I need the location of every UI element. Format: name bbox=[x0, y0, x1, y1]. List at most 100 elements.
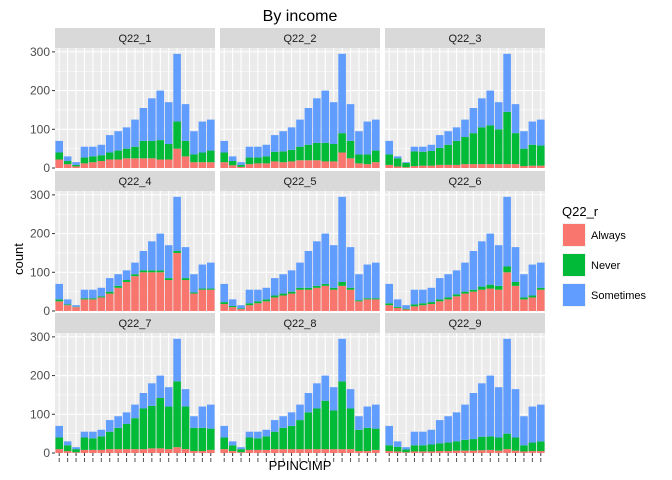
bar-never-q22-6-10 bbox=[461, 291, 469, 294]
bar-sometimes-q22-3-8 bbox=[444, 131, 452, 145]
bar-never-q22-9-3 bbox=[402, 449, 410, 453]
bar-sometimes-q22-1-18 bbox=[198, 121, 207, 153]
bar-sometimes-q22-9-16 bbox=[511, 389, 520, 438]
bar-never-q22-3-10 bbox=[461, 137, 469, 165]
legend-swatch-never bbox=[563, 254, 585, 276]
bar-always-q22-9-2 bbox=[393, 451, 402, 453]
bar-always-q22-8-4 bbox=[245, 449, 254, 453]
bar-always-q22-3-14 bbox=[494, 164, 503, 168]
bar-always-q22-2-1 bbox=[220, 162, 228, 168]
bar-sometimes-q22-1-15 bbox=[173, 53, 181, 122]
bar-never-q22-1-6 bbox=[97, 155, 106, 162]
bar-always-q22-8-17 bbox=[355, 451, 363, 453]
bar-always-q22-2-15 bbox=[338, 152, 346, 168]
bar-never-q22-8-13 bbox=[321, 400, 330, 450]
bar-sometimes-q22-4-17 bbox=[190, 274, 198, 293]
bar-sometimes-q22-1-9 bbox=[122, 127, 131, 149]
bar-sometimes-q22-8-2 bbox=[228, 441, 237, 446]
bar-always-q22-7-5 bbox=[89, 449, 97, 453]
bar-never-q22-8-18 bbox=[363, 427, 372, 452]
bar-always-q22-1-18 bbox=[198, 162, 207, 168]
bar-always-q22-8-3 bbox=[237, 452, 245, 453]
y-tick-label: 300 bbox=[30, 330, 50, 344]
bar-sometimes-q22-1-10 bbox=[131, 119, 139, 147]
bar-never-q22-3-16 bbox=[511, 133, 520, 165]
bar-never-q22-5-12 bbox=[313, 285, 321, 288]
bar-sometimes-q22-7-16 bbox=[181, 389, 190, 407]
bar-always-q22-6-16 bbox=[511, 285, 520, 311]
bar-never-q22-8-2 bbox=[228, 445, 237, 452]
bar-always-q22-5-19 bbox=[372, 299, 380, 311]
bar-always-q22-1-1 bbox=[55, 159, 63, 168]
bar-never-q22-8-15 bbox=[338, 381, 346, 450]
bar-always-q22-8-11 bbox=[304, 449, 313, 453]
bar-never-q22-1-12 bbox=[148, 140, 156, 159]
strip-label-q22-1: Q22_1 bbox=[118, 33, 151, 45]
bar-never-q22-8-10 bbox=[296, 420, 304, 450]
bar-never-q22-3-4 bbox=[410, 151, 419, 167]
bar-sometimes-q22-5-7 bbox=[270, 278, 279, 296]
bar-never-q22-7-14 bbox=[164, 406, 173, 450]
bar-sometimes-q22-4-19 bbox=[207, 262, 215, 289]
bar-sometimes-q22-8-3 bbox=[237, 447, 245, 450]
bar-always-q22-2-5 bbox=[254, 163, 262, 168]
bar-sometimes-q22-6-12 bbox=[478, 241, 486, 287]
bar-sometimes-q22-4-18 bbox=[198, 264, 207, 289]
bar-sometimes-q22-7-12 bbox=[148, 383, 156, 406]
bar-sometimes-q22-4-8 bbox=[114, 274, 122, 286]
bar-sometimes-q22-9-19 bbox=[537, 404, 545, 442]
bar-never-q22-2-3 bbox=[237, 164, 245, 167]
bar-sometimes-q22-8-15 bbox=[338, 338, 346, 382]
bar-always-q22-8-19 bbox=[372, 449, 380, 453]
bar-sometimes-q22-9-18 bbox=[528, 406, 537, 443]
legend-label-never: Never bbox=[591, 260, 621, 272]
bar-never-q22-9-1 bbox=[385, 445, 393, 452]
bar-sometimes-q22-6-8 bbox=[444, 274, 452, 298]
chart-title: By income bbox=[263, 8, 338, 25]
bar-never-q22-9-19 bbox=[537, 441, 545, 452]
bar-always-q22-1-6 bbox=[97, 161, 106, 168]
strip-q22-5 bbox=[220, 171, 380, 191]
bar-never-q22-9-12 bbox=[478, 436, 486, 451]
bar-never-q22-9-2 bbox=[393, 446, 402, 452]
y-axis-title: count bbox=[11, 243, 26, 275]
bar-always-q22-8-13 bbox=[321, 449, 330, 453]
bar-always-q22-7-8 bbox=[114, 449, 122, 453]
bar-never-q22-9-13 bbox=[486, 436, 495, 450]
bar-sometimes-q22-9-2 bbox=[393, 441, 402, 447]
bar-never-q22-3-17 bbox=[520, 148, 528, 167]
panel-q22-2: Q22_2 bbox=[220, 28, 380, 169]
bar-never-q22-7-6 bbox=[97, 436, 106, 450]
bar-always-q22-4-10 bbox=[131, 276, 139, 311]
bar-always-q22-9-5 bbox=[419, 451, 427, 453]
bar-never-q22-8-3 bbox=[237, 449, 245, 453]
y-tick-label: 100 bbox=[30, 265, 50, 279]
bar-never-q22-2-5 bbox=[254, 157, 262, 164]
bar-sometimes-q22-9-1 bbox=[385, 425, 393, 446]
y-tick-label: 200 bbox=[30, 227, 50, 241]
bar-never-q22-9-7 bbox=[435, 443, 444, 452]
bar-sometimes-q22-3-4 bbox=[410, 146, 419, 152]
bar-always-q22-2-4 bbox=[245, 164, 254, 168]
bar-sometimes-q22-9-4 bbox=[410, 431, 419, 446]
bar-never-q22-9-8 bbox=[444, 442, 452, 452]
strip-label-q22-4: Q22_4 bbox=[118, 176, 151, 188]
bar-sometimes-q22-9-15 bbox=[503, 338, 511, 434]
bar-sometimes-q22-5-15 bbox=[338, 196, 346, 282]
bar-always-q22-9-4 bbox=[410, 451, 419, 453]
bar-sometimes-q22-6-5 bbox=[419, 289, 427, 304]
bar-always-q22-5-18 bbox=[363, 299, 372, 311]
bar-sometimes-q22-3-14 bbox=[494, 102, 503, 130]
bar-always-q22-4-2 bbox=[63, 305, 72, 311]
bar-never-q22-4-13 bbox=[156, 270, 165, 273]
bar-always-q22-5-7 bbox=[270, 297, 279, 311]
bar-never-q22-7-8 bbox=[114, 427, 122, 450]
strip-q22-1 bbox=[55, 28, 215, 48]
bar-always-q22-5-12 bbox=[313, 287, 321, 311]
bar-always-q22-4-11 bbox=[139, 272, 148, 311]
bar-sometimes-q22-2-7 bbox=[270, 135, 279, 152]
bar-sometimes-q22-2-13 bbox=[321, 90, 330, 143]
bar-never-q22-4-1 bbox=[55, 299, 63, 302]
bar-never-q22-5-19 bbox=[372, 298, 380, 300]
bar-always-q22-7-3 bbox=[72, 452, 80, 453]
